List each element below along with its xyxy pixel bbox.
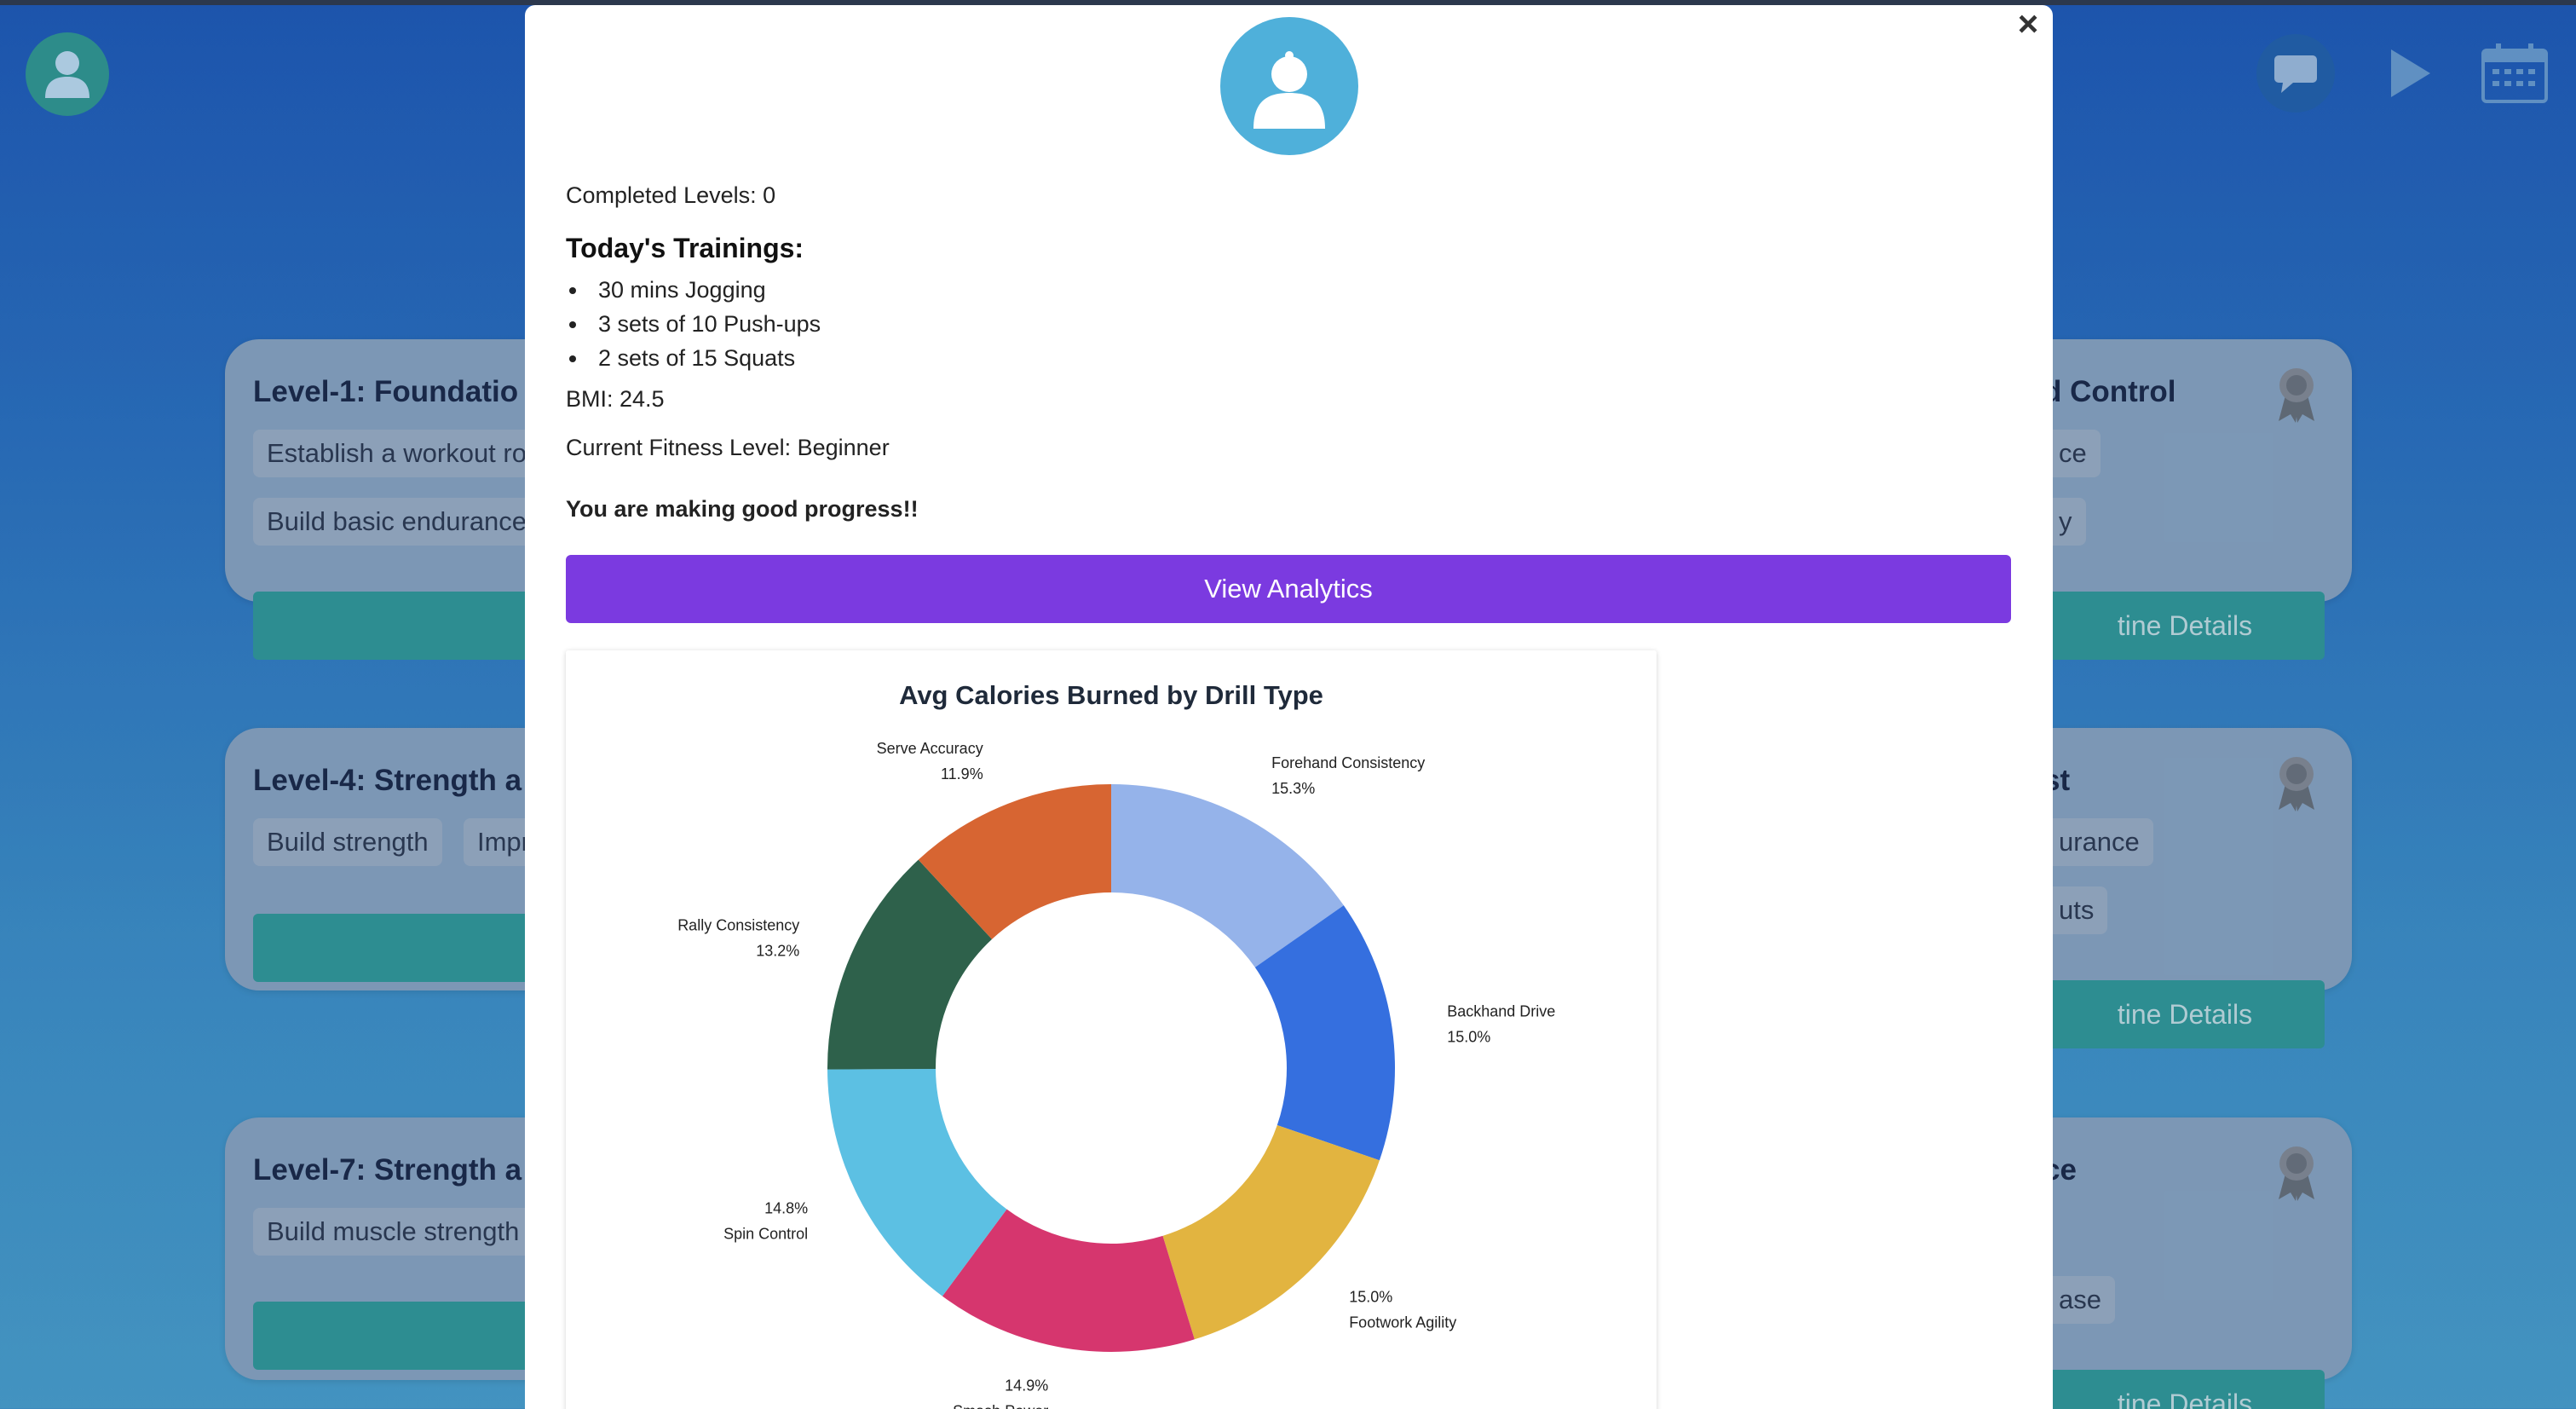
trainings-list: 30 mins Jogging 3 sets of 10 Push-ups 2 … [566,273,821,375]
play-icon[interactable] [2371,34,2449,113]
slice-label: Spin Control [723,1225,808,1242]
goal-tag: Establish a workout ro [253,430,540,477]
donut-slice[interactable] [827,1068,1007,1296]
donut-slice[interactable] [942,1209,1195,1352]
card-title: Level-1: Foundatio [253,375,519,408]
training-item: 30 mins Jogging [566,273,821,307]
progress-message: You are making good progress!! [566,496,919,522]
chart-card: Avg Calories Burned by Drill Type Foreha… [566,650,1657,1409]
user-avatar-icon[interactable] [26,32,109,116]
bmi-value: BMI: 24.5 [566,386,665,412]
donut-chart: Forehand Consistency 15.3% Backhand Drive 1… [677,740,1555,1409]
chat-icon[interactable] [2256,34,2335,113]
medal-icon [2279,757,2314,811]
slice-label: Forehand Consistency [1271,754,1425,771]
slice-percent: 11.9% [941,765,983,782]
completed-levels: Completed Levels: 0 [566,182,776,208]
slice-label: Smash Power [953,1402,1048,1409]
close-icon[interactable]: × [2017,3,2039,43]
donut-slice[interactable] [827,859,993,1070]
fitness-level: Current Fitness Level: Beginner [566,435,890,460]
slice-percent: 15.3% [1271,780,1315,797]
profile-avatar-icon [1220,17,1358,155]
calendar-icon[interactable] [2475,34,2554,113]
slice-percent: 14.8% [764,1199,808,1216]
profile-modal: × Completed Levels: 0 Today's Trainings:… [525,5,2053,1409]
card-title: Level-4: Strength a [253,764,522,797]
donut-slice[interactable] [1254,905,1395,1161]
slice-label: Footwork Agility [1349,1314,1456,1331]
card-title: d Control [2043,375,2176,408]
routine-details-button[interactable]: tine Details [2045,1370,2325,1409]
training-item: 2 sets of 15 Squats [566,341,821,375]
donut-slice[interactable] [1162,1124,1380,1340]
medal-icon [2279,368,2314,423]
chart-title: Avg Calories Burned by Drill Type [899,680,1323,710]
goal-tag: uts [2045,886,2108,934]
slice-percent: 15.0% [1447,1029,1490,1046]
slice-percent: 13.2% [756,943,799,960]
medal-icon [2279,1146,2314,1201]
goal-tag: Build strength [253,818,442,866]
top-border [0,0,2576,5]
donut-slice[interactable] [918,784,1111,939]
slice-percent: 14.9% [1005,1377,1048,1394]
goal-tag: ase [2045,1276,2115,1324]
routine-details-button[interactable]: tine Details [2045,980,2325,1048]
goal-tag: urance [2045,818,2153,866]
view-analytics-button[interactable]: View Analytics [566,555,2011,623]
donut-slice[interactable] [1111,784,1344,967]
goal-tag: Build muscle strength [253,1208,533,1256]
trainings-heading: Today's Trainings: [566,233,804,263]
goal-tag: ce [2045,430,2101,477]
goal-tag: Build basic endurance [253,498,541,546]
slice-label: Serve Accuracy [877,740,983,757]
card-title: Level-7: Strength a [253,1153,522,1187]
slice-label: Rally Consistency [677,917,799,934]
slice-label: Backhand Drive [1447,1003,1555,1020]
slice-percent: 15.0% [1349,1288,1392,1305]
training-item: 3 sets of 10 Push-ups [566,307,821,341]
routine-details-button[interactable]: tine Details [2045,592,2325,660]
